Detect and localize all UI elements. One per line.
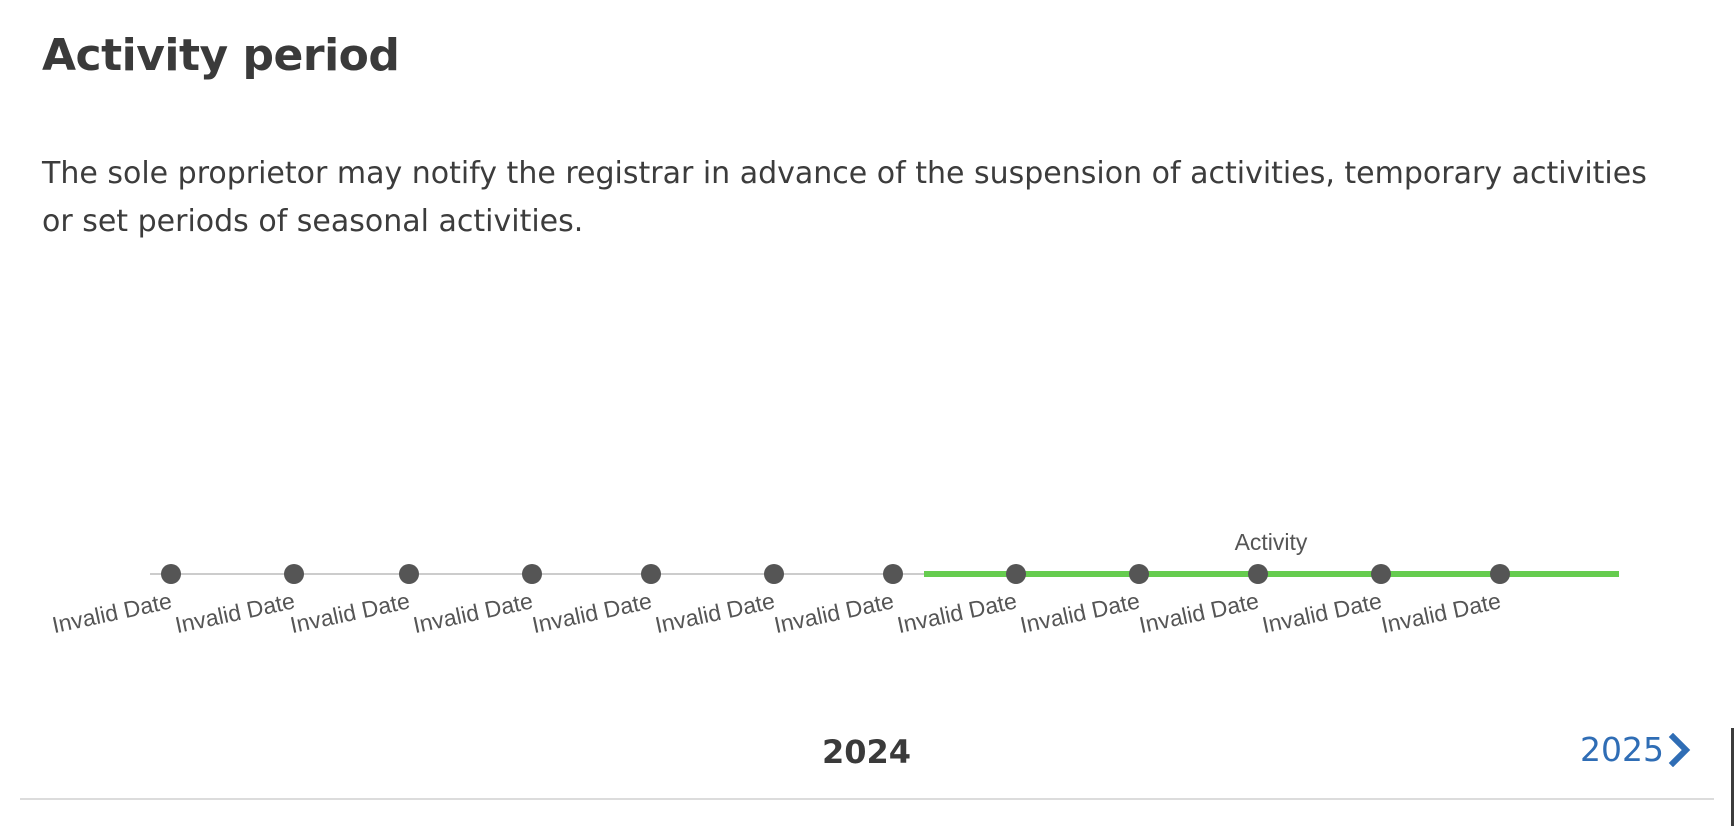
timeline-tick-label: Invalid Date <box>50 587 174 638</box>
timeline-tick-label: Invalid Date <box>173 587 297 638</box>
chevron-right-icon <box>1668 732 1692 767</box>
timeline-tick-label: Invalid Date <box>1379 587 1503 638</box>
bottom-divider <box>20 798 1714 800</box>
timeline-dot[interactable] <box>764 564 784 584</box>
page-title: Activity period <box>42 30 400 81</box>
description-text: The sole proprietor may notify the regis… <box>42 156 1647 239</box>
timeline-dot[interactable] <box>284 564 304 584</box>
timeline-dot[interactable] <box>883 564 903 584</box>
timeline-dot[interactable] <box>1371 564 1391 584</box>
next-year-button[interactable]: 2025 <box>1580 730 1692 769</box>
next-year-label: 2025 <box>1580 730 1664 769</box>
current-year: 2024 <box>822 733 912 771</box>
timeline-dot[interactable] <box>161 564 181 584</box>
timeline-dot[interactable] <box>522 564 542 584</box>
timeline-dot[interactable] <box>1129 564 1149 584</box>
timeline-tick-label: Invalid Date <box>411 587 535 638</box>
timeline-tick-label: Invalid Date <box>653 587 777 638</box>
activity-timeline: Activity Invalid Date Invalid Date Invalid… <box>0 510 1734 670</box>
timeline-tick-label: Invalid Date <box>288 587 412 638</box>
scrollbar-edge <box>1731 728 1734 826</box>
timeline-tick-label: Invalid Date <box>1018 587 1142 638</box>
timeline-tick-label: Invalid Date <box>530 587 654 638</box>
timeline-tick-label: Invalid Date <box>1137 587 1261 638</box>
timeline-tick-label: Invalid Date <box>895 587 1019 638</box>
timeline-tick-label: Invalid Date <box>1260 587 1384 638</box>
period-label: Activity <box>1235 529 1308 555</box>
timeline-dot[interactable] <box>1248 564 1268 584</box>
timeline-dot[interactable] <box>1006 564 1026 584</box>
timeline-dot[interactable] <box>1490 564 1510 584</box>
timeline-dot[interactable] <box>641 564 661 584</box>
timeline-dot[interactable] <box>399 564 419 584</box>
timeline-tick-label: Invalid Date <box>772 587 896 638</box>
